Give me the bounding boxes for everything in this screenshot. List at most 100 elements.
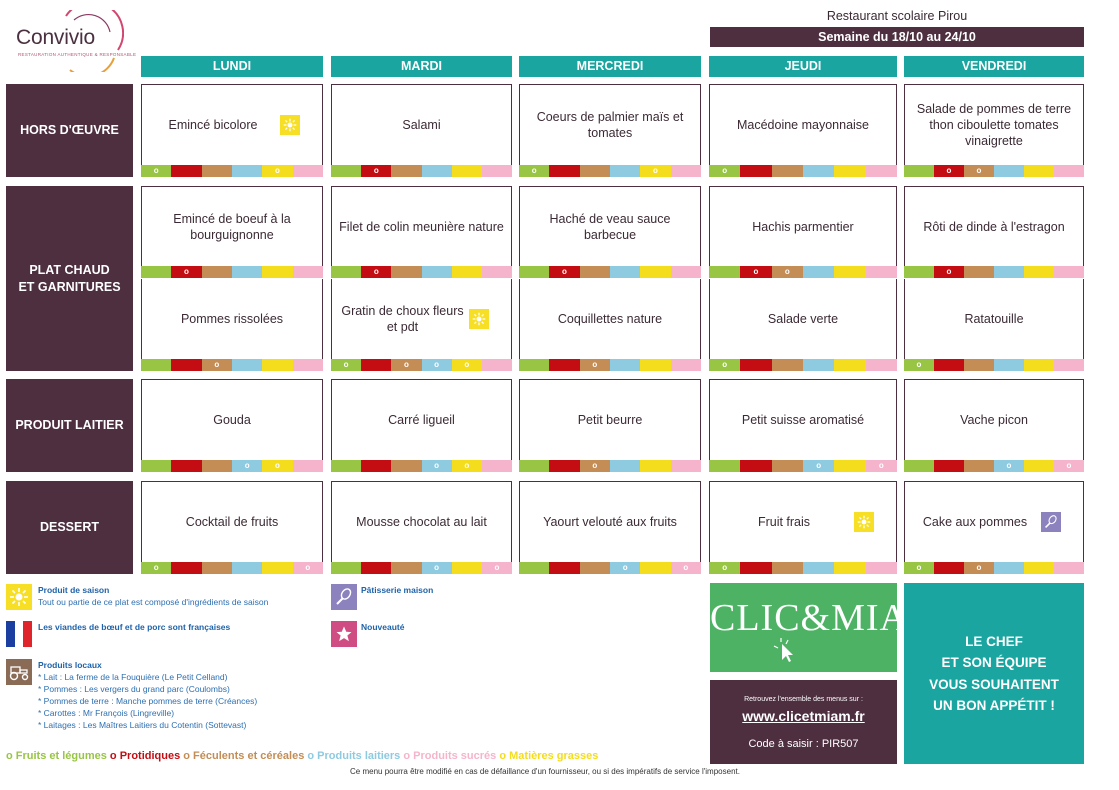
food-group-segment: o <box>709 359 741 371</box>
food-group-segment <box>740 562 772 574</box>
food-group-segment <box>141 460 172 472</box>
food-group-segment <box>331 562 362 574</box>
legend-season-desc: Tout ou partie de ce plat est composé d'… <box>38 597 269 607</box>
clic-miam-banner[interactable]: CLIC&MIAM! <box>710 583 955 672</box>
food-group-legend: o Fruits et légumes o Protidiques o Fécu… <box>6 750 598 762</box>
food-group-segment <box>609 460 641 472</box>
food-group-segment <box>904 460 934 472</box>
food-group-segment <box>994 266 1024 278</box>
food-group-segment <box>740 165 772 177</box>
food-group-segment <box>609 359 641 371</box>
dish-name: Salade de pommes de terre thon ciboulett… <box>916 102 1072 148</box>
food-group-segment <box>262 359 293 371</box>
food-group-segment <box>834 165 866 177</box>
food-group-segment: o <box>231 460 263 472</box>
food-group-segment: o <box>802 460 835 472</box>
legend-french-meat: Les viandes de bœuf et de porc sont fran… <box>6 621 230 647</box>
food-group-segment: o <box>141 562 172 574</box>
food-group-segment <box>934 562 964 574</box>
food-group-segment <box>361 562 392 574</box>
food-group-segment <box>262 266 293 278</box>
local-supplier: * Carottes : Mr François (Lingreville) <box>38 708 175 718</box>
food-group-segment <box>231 165 263 177</box>
food-group-segment <box>1024 562 1054 574</box>
food-group-segment <box>740 460 772 472</box>
food-group-segment <box>740 359 772 371</box>
food-group-bar: o <box>709 165 897 177</box>
category-produit-laitier: PRODUIT LAITIER <box>6 379 133 472</box>
menu-cell-laitier-jeudi: Petit suisse aromatisé o o <box>709 379 897 472</box>
food-group-segment <box>964 266 994 278</box>
food-group-segment <box>421 266 452 278</box>
food-group-segment <box>201 266 232 278</box>
menu-cell-dessert-jeudi: Fruit frais o <box>709 481 897 574</box>
food-group-segment: o <box>361 266 392 278</box>
legend-season: Produit de saison Tout ou partie de ce pl… <box>6 584 268 610</box>
food-group-bar: o <box>519 266 701 278</box>
food-group-segment <box>709 460 741 472</box>
legend-season-title: Produit de saison <box>38 585 110 595</box>
food-group-segment <box>262 562 293 574</box>
food-group-segment <box>609 165 641 177</box>
dish-name: Vache picon <box>960 413 1028 427</box>
food-group-bar: o <box>331 165 513 177</box>
food-group-segment <box>549 359 580 371</box>
food-group-bar: o <box>709 359 897 371</box>
food-group-segment <box>994 359 1024 371</box>
food-group-segment: o <box>964 562 994 574</box>
dish-name: Macédoine mayonnaise <box>736 118 870 132</box>
food-group-bar: o <box>519 359 701 371</box>
dish-name: Coeurs de palmier maïs et tomates <box>536 110 684 140</box>
food-group-segment <box>709 266 741 278</box>
dish-name: Salade verte <box>767 312 839 326</box>
dish-name: Rôti de dinde à l'estragon <box>923 219 1065 234</box>
food-group-segment <box>1054 359 1084 371</box>
legend-local-title: Produits locaux <box>38 660 102 670</box>
food-group-label: o Féculents et céréales <box>183 750 308 762</box>
food-group-segment: o <box>1054 460 1084 472</box>
dish-name: Emincé bicolore <box>168 118 258 132</box>
website-link[interactable]: www.clicetmiam.fr <box>742 708 865 724</box>
food-group-segment <box>994 165 1024 177</box>
menu-cell-hors_doeuvre-vendredi: Salade de pommes de terre thon ciboulett… <box>904 84 1084 177</box>
menu-cell-plat-vendredi: Rôti de dinde à l'estragon o <box>904 186 1084 278</box>
food-group-segment <box>834 562 866 574</box>
food-group-label: o Matières grasses <box>499 750 599 762</box>
menu-cell-hors_doeuvre-mercredi: Coeurs de palmier maïs et tomates o o <box>519 84 701 177</box>
food-group-segment <box>481 359 513 371</box>
week-banner: Semaine du 18/10 au 24/10 <box>710 27 1084 47</box>
dish-name: Ratatouille <box>964 312 1024 326</box>
food-group-segment: o <box>451 359 482 371</box>
food-group-segment: o <box>141 165 172 177</box>
access-code: Code à saisir : PIR507 <box>748 738 859 750</box>
food-group-segment: o <box>421 460 452 472</box>
food-group-segment <box>292 359 323 371</box>
food-group-segment: o <box>421 562 452 574</box>
food-group-segment <box>361 359 392 371</box>
food-group-segment <box>670 359 701 371</box>
sun-icon <box>854 512 874 532</box>
food-group-segment <box>171 460 202 472</box>
footer-disclaimer: Ce menu pourra être modifié en cas de dé… <box>350 767 740 776</box>
food-group-segment <box>609 266 641 278</box>
food-group-segment: o <box>865 460 897 472</box>
food-group-segment: o <box>740 266 772 278</box>
menu-cell-laitier-lundi: Gouda o o <box>141 379 323 472</box>
food-group-segment <box>391 562 422 574</box>
food-group-segment <box>670 266 701 278</box>
food-group-segment: o <box>262 460 293 472</box>
food-group-segment: o <box>964 165 994 177</box>
menu-cell-garniture-lundi: Pommes rissolées o <box>141 279 323 371</box>
menu-cell-garniture-mercredi: Coquillettes nature o <box>519 279 701 371</box>
sun-icon <box>469 309 489 329</box>
food-group-segment <box>331 165 362 177</box>
food-group-segment <box>451 562 482 574</box>
retrouvez-text: Retrouvez l'ensemble des menus sur : <box>744 696 863 703</box>
